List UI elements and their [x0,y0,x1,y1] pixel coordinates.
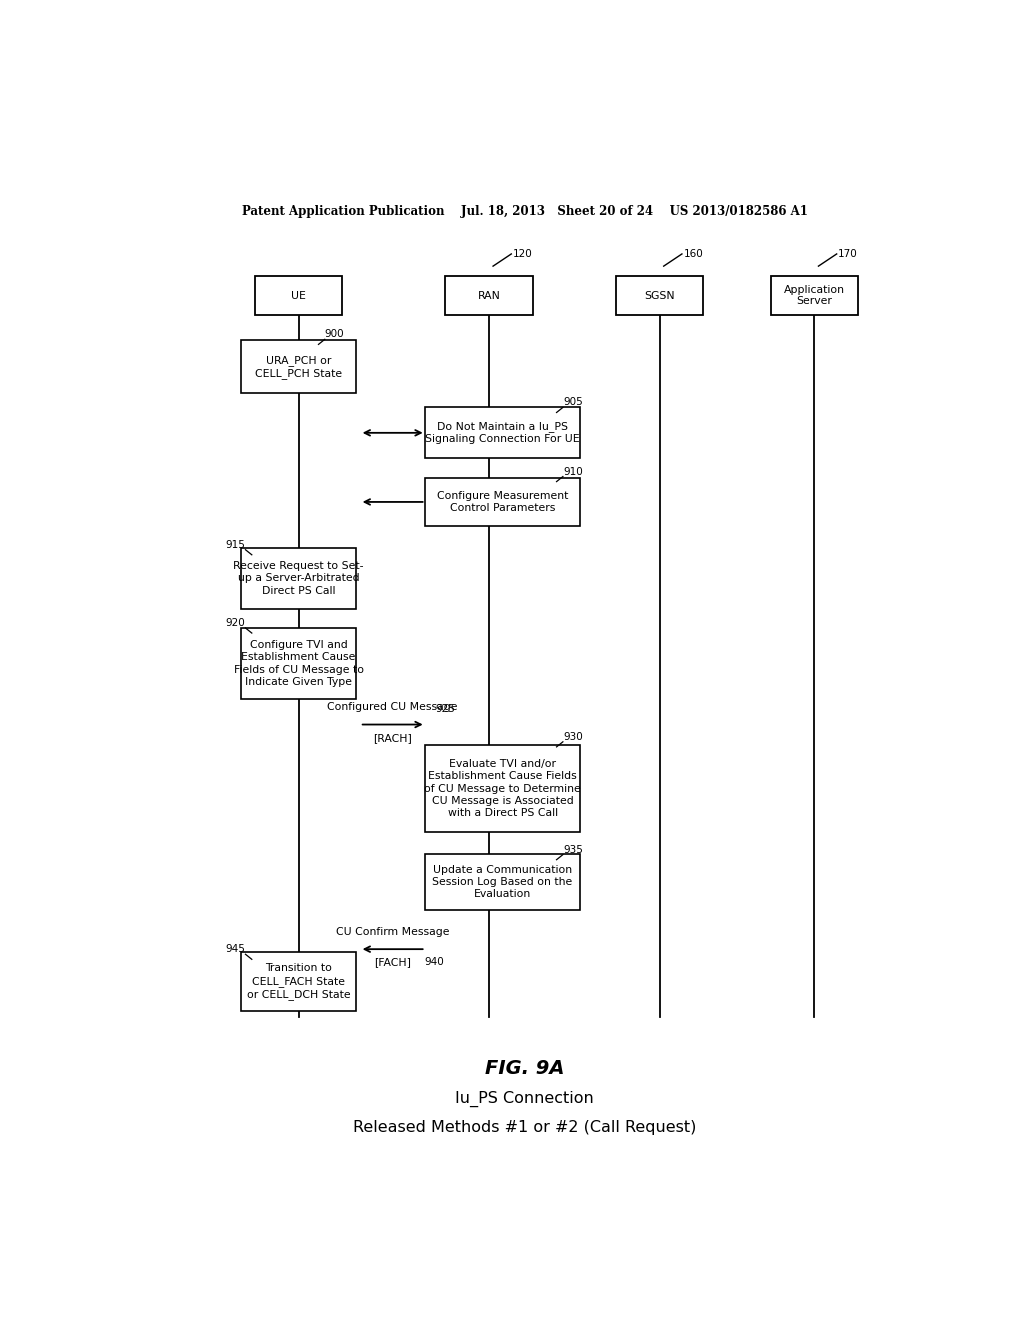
Text: 910: 910 [563,466,583,477]
Text: [FACH]: [FACH] [374,957,412,968]
Bar [425,746,580,832]
Bar [771,276,858,315]
Text: Transition to
CELL_FACH State
or CELL_DCH State: Transition to CELL_FACH State or CELL_DC… [247,964,350,1001]
Text: Receive Request to Set-
up a Server-Arbitrated
Direct PS Call: Receive Request to Set- up a Server-Arbi… [233,561,364,595]
Bar [241,952,356,1011]
Bar [241,341,356,393]
Text: Configure Measurement
Control Parameters: Configure Measurement Control Parameters [437,491,568,513]
Text: FIG. 9A: FIG. 9A [485,1059,564,1077]
Text: SGSN: SGSN [644,290,675,301]
Text: Configured CU Message: Configured CU Message [328,702,458,713]
Text: UE: UE [291,290,306,301]
Bar [425,478,580,527]
Text: 120: 120 [513,249,532,259]
Bar [425,854,580,909]
Text: URA_PCH or
CELL_PCH State: URA_PCH or CELL_PCH State [255,355,342,379]
Text: 900: 900 [325,329,344,339]
Text: 920: 920 [225,618,246,628]
Text: Configure TVI and
Establishment Cause
Fields of CU Message to
Indicate Given Typ: Configure TVI and Establishment Cause Fi… [233,640,364,688]
Text: Update a Communication
Session Log Based on the
Evaluation: Update a Communication Session Log Based… [432,865,572,899]
Text: 945: 945 [225,944,246,954]
Bar [241,548,356,609]
Text: Evaluate TVI and/or
Establishment Cause Fields
of CU Message to Determine
CU Mes: Evaluate TVI and/or Establishment Cause … [424,759,581,818]
Text: 940: 940 [424,957,444,968]
Bar [241,628,356,700]
Text: Do Not Maintain a Iu_PS
Signaling Connection For UE: Do Not Maintain a Iu_PS Signaling Connec… [425,421,580,445]
Bar [616,276,703,315]
Bar [425,408,580,458]
Bar [255,276,342,315]
Text: [RACH]: [RACH] [373,733,412,743]
Text: 915: 915 [225,540,246,549]
Text: Patent Application Publication    Jul. 18, 2013   Sheet 20 of 24    US 2013/0182: Patent Application Publication Jul. 18, … [242,205,808,218]
Text: 160: 160 [684,249,703,259]
Text: Application
Server: Application Server [784,285,845,306]
Text: 170: 170 [839,249,858,259]
Text: RAN: RAN [477,290,501,301]
Text: 905: 905 [563,397,583,408]
Text: CU Confirm Message: CU Confirm Message [336,927,450,937]
Text: Iu_PS Connection: Iu_PS Connection [456,1090,594,1106]
Bar [445,276,532,315]
Text: Released Methods #1 or #2 (Call Request): Released Methods #1 or #2 (Call Request) [353,1119,696,1134]
Text: 925: 925 [435,705,455,714]
Text: 930: 930 [563,731,583,742]
Text: 935: 935 [563,845,583,854]
